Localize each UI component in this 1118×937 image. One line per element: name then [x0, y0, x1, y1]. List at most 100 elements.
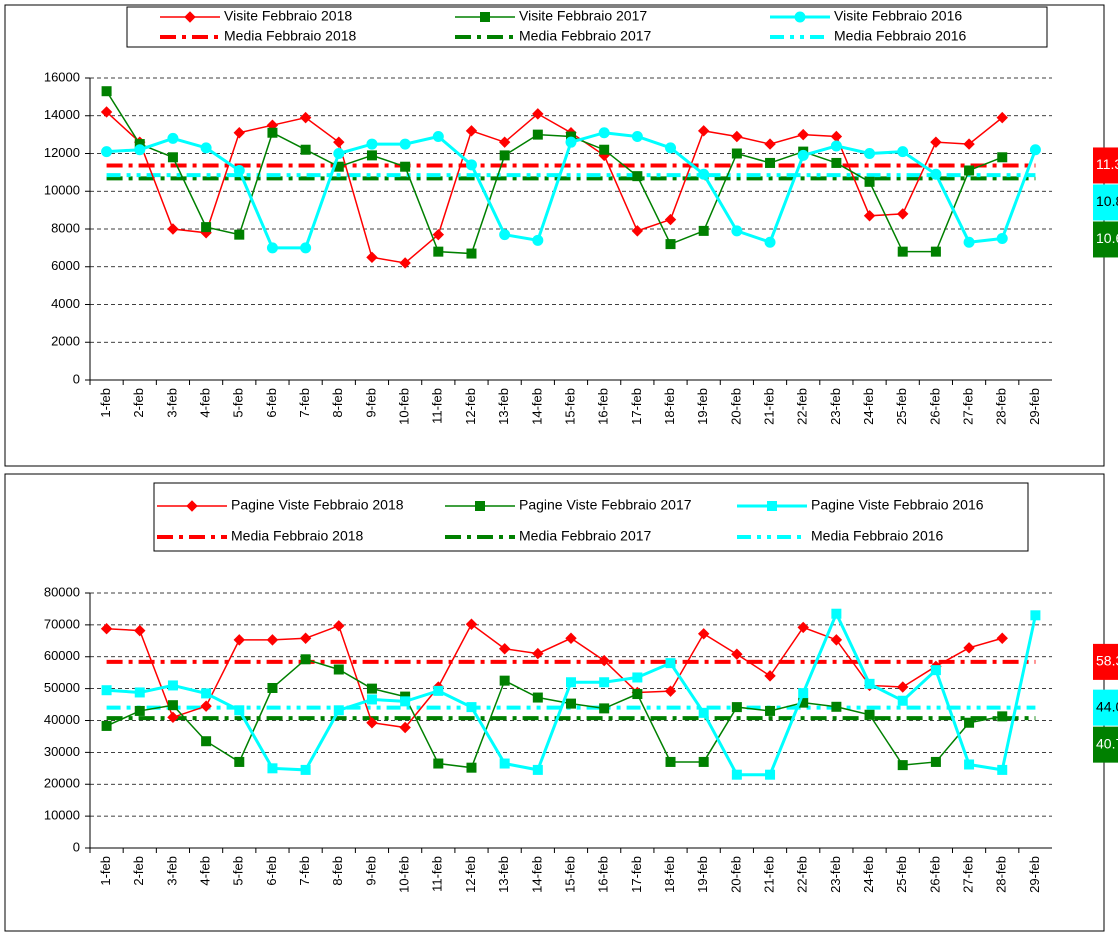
marker	[698, 225, 709, 236]
x-tick-label: 26-feb	[927, 388, 942, 425]
marker	[797, 621, 809, 634]
y-tick-label: 30000	[44, 744, 80, 759]
marker	[863, 210, 876, 222]
marker	[167, 132, 179, 144]
y-tick-label: 6000	[51, 258, 80, 273]
marker	[731, 225, 743, 237]
marker	[830, 130, 843, 143]
marker	[499, 675, 510, 686]
x-tick-label: 2-feb	[131, 856, 146, 886]
marker	[731, 769, 742, 780]
marker	[930, 246, 941, 257]
series-line	[106, 658, 1003, 769]
marker	[201, 736, 212, 747]
marker	[400, 161, 411, 172]
marker	[897, 760, 908, 771]
marker	[234, 229, 245, 240]
marker	[765, 157, 776, 168]
legend-label: Media Febbraio 2017	[519, 528, 652, 544]
marker	[831, 608, 842, 619]
mean-label: 10.680	[1096, 230, 1118, 246]
marker	[599, 144, 610, 155]
marker	[499, 150, 510, 161]
marker	[997, 711, 1008, 722]
x-tick-label: 9-feb	[363, 388, 378, 418]
legend-label: Media Febbraio 2018	[231, 528, 364, 544]
marker	[466, 762, 477, 773]
marker	[698, 168, 710, 180]
marker	[930, 756, 941, 767]
x-tick-label: 18-feb	[662, 856, 677, 893]
marker	[897, 246, 908, 257]
marker	[267, 682, 278, 693]
x-tick-label: 10-feb	[397, 388, 412, 425]
marker	[167, 711, 179, 724]
legend-label: Visite Febbraio 2018	[224, 8, 352, 24]
marker	[134, 705, 145, 716]
mean-label-box	[1093, 689, 1118, 726]
marker	[233, 634, 245, 646]
marker	[664, 213, 677, 226]
mean-label: 58.391	[1096, 653, 1118, 669]
marker	[233, 164, 245, 176]
marker	[433, 246, 444, 257]
marker	[664, 685, 677, 697]
marker	[399, 257, 411, 269]
marker	[300, 144, 311, 155]
x-tick-label: 9-feb	[363, 856, 378, 886]
x-tick-label: 16-feb	[596, 856, 611, 893]
y-tick-label: 50000	[44, 680, 80, 695]
legend-label: Media Febbraio 2016	[834, 28, 967, 44]
x-tick-label: 26-feb	[927, 856, 942, 893]
marker	[566, 677, 576, 688]
x-tick-label: 13-feb	[496, 856, 511, 893]
marker	[267, 127, 278, 138]
mean-label-box	[1093, 147, 1118, 184]
marker	[964, 759, 975, 770]
marker	[400, 696, 411, 707]
marker	[765, 705, 776, 716]
y-tick-label: 40000	[44, 712, 80, 727]
legend-frame	[153, 482, 1029, 552]
legend-label: Visite Febbraio 2016	[834, 8, 962, 24]
x-tick-label: 3-feb	[164, 388, 179, 418]
x-tick-label: 25-feb	[894, 388, 909, 425]
marker	[399, 721, 411, 734]
marker	[565, 632, 577, 644]
marker	[731, 702, 742, 713]
x-tick-label: 12-feb	[463, 856, 478, 893]
marker	[532, 647, 544, 660]
marker	[101, 720, 112, 731]
legend-label: Media Febbraio 2016	[811, 528, 944, 544]
marker	[964, 717, 975, 728]
marker	[963, 236, 975, 248]
x-tick-label: 27-feb	[961, 388, 976, 425]
marker	[266, 634, 279, 646]
x-tick-label: 4-feb	[198, 856, 213, 886]
mean-label-box	[1093, 726, 1118, 763]
marker	[897, 146, 909, 158]
x-tick-label: 27-feb	[961, 856, 976, 893]
mean-label: 10.852	[1096, 193, 1118, 209]
x-tick-label: 23-feb	[828, 856, 843, 893]
x-tick-label: 17-feb	[629, 388, 644, 425]
y-tick-label: 60000	[44, 648, 80, 663]
marker	[698, 756, 709, 767]
y-tick-label: 14000	[44, 107, 80, 122]
marker	[266, 242, 278, 254]
marker	[864, 678, 875, 689]
marker	[475, 501, 485, 511]
mean-label-box	[1093, 221, 1118, 258]
x-tick-label: 6-feb	[264, 856, 279, 886]
marker	[299, 632, 312, 644]
marker	[864, 176, 875, 187]
x-tick-label: 19-feb	[695, 388, 710, 425]
marker	[897, 208, 909, 220]
marker	[767, 501, 777, 511]
marker	[333, 136, 345, 148]
marker	[532, 764, 543, 775]
x-tick-label: 7-feb	[297, 856, 312, 886]
x-tick-label: 21-feb	[761, 856, 776, 893]
x-tick-label: 2-feb	[131, 388, 146, 418]
x-tick-label: 15-feb	[562, 856, 577, 893]
